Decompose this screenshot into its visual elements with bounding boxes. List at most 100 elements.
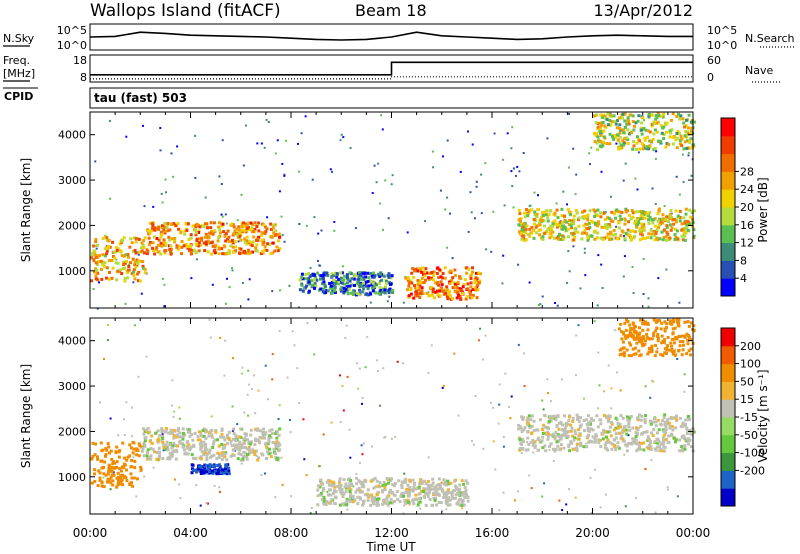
echo-pixel [121,267,125,271]
echo-pixel [615,126,619,130]
echo-pixel [181,431,185,435]
echo-pixel [654,114,658,118]
echo-pixel [199,465,203,469]
echo-pixel [108,119,111,122]
echo-pixel [610,407,613,410]
echo-pixel [109,197,112,200]
echo-pixel [341,495,345,498]
echo-pixel [577,324,580,327]
echo-pixel [263,146,266,149]
echo-pixel [662,236,666,240]
nave-label: Nave [745,64,773,77]
echo-pixel [664,130,668,134]
echo-pixel [160,244,164,248]
echo-pixel [257,229,261,233]
echo-pixel [655,116,659,120]
echo-pixel [115,485,119,489]
echo-pixel [674,417,678,421]
echo-pixel [316,495,319,498]
echo-pixel [647,147,650,151]
colorbar-segment [721,260,735,279]
echo-pixel [625,449,629,453]
echo-pixel [616,441,620,445]
echo-pixel [549,229,553,233]
echo-pixel [508,406,510,409]
echo-pixel [563,426,567,430]
echo-pixel [117,450,121,454]
echo-pixel [445,492,449,496]
echo-pixel [253,449,256,453]
echo-pixel [546,137,549,140]
echo-pixel [348,271,352,275]
echo-pixel [418,497,422,500]
echo-pixel [631,266,634,268]
echo-pixel [109,417,112,420]
echo-pixel [197,467,200,471]
colorbar-segment [721,363,735,382]
echo-pixel [264,472,266,475]
echo-pixel [263,436,267,440]
echo-pixel [337,280,341,284]
echo-pixel [275,440,279,444]
colorbar-segment [721,328,735,347]
echo-pixel [647,447,651,450]
echo-pixel [205,226,209,230]
echo-pixel [616,422,620,425]
echo-pixel [355,476,359,480]
colorbar-segment [721,452,735,471]
echo-pixel [653,217,657,221]
echo-pixel [243,411,246,414]
echo-pixel [597,254,600,257]
echo-pixel [646,435,650,439]
echo-pixel [625,432,629,436]
echo-pixel [644,211,648,214]
echo-pixel [435,491,439,495]
echo-pixel [645,212,649,216]
echo-pixel [224,470,228,474]
echo-pixel [385,496,389,500]
echo-pixel [629,238,633,242]
echo-pixel [186,246,190,250]
echo-pixel [112,250,116,254]
echo-pixel [229,244,233,248]
echo-pixel [307,272,311,276]
echo-pixel [414,293,418,297]
echo-pixel [470,211,473,214]
echo-pixel [148,241,152,244]
echo-pixel [107,277,111,281]
echo-pixel [380,278,384,282]
echo-pixel [668,321,672,325]
echo-pixel [366,287,370,291]
echo-pixel [635,426,639,430]
echo-pixel [373,476,377,480]
echo-pixel [457,489,461,492]
echo-pixel [91,252,95,256]
echo-pixel [665,230,669,234]
echo-pixel [389,501,393,505]
echo-pixel [618,135,622,139]
echo-pixel [647,218,651,222]
echo-pixel [649,448,653,452]
echo-pixel [273,223,277,227]
echo-pixel [115,258,118,261]
echo-pixel [648,215,652,219]
echo-pixel [377,497,381,501]
echo-pixel [678,219,682,223]
echo-pixel [553,437,557,441]
echo-pixel [530,414,534,418]
echo-pixel [146,250,150,253]
echo-pixel [419,269,423,273]
echo-pixel [455,487,459,491]
echo-pixel [278,404,281,407]
echo-pixel [596,208,600,212]
echo-pixel [278,190,281,193]
echo-pixel [231,405,234,408]
echo-pixel [313,286,316,290]
colorbar-segment [721,381,735,400]
echo-pixel [541,295,544,298]
echo-pixel [166,229,170,233]
echo-pixel [608,142,612,146]
echo-pixel [98,281,100,284]
echo-pixel [304,115,307,118]
echo-pixel [213,245,217,249]
